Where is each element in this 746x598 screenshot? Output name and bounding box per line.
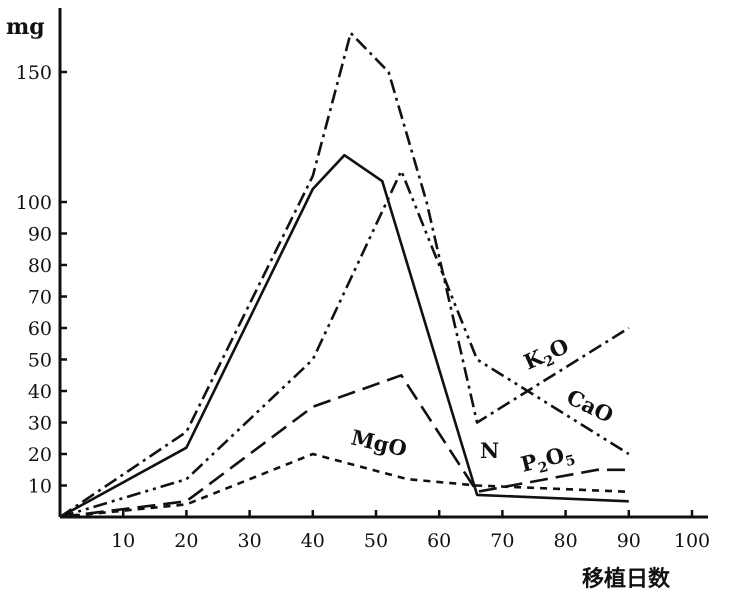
series-lines [59, 31, 630, 519]
series-line-p [59, 374, 629, 519]
x-tick-label: 60 [427, 530, 451, 552]
y-tick-label: 80 [28, 255, 52, 277]
axes [58, 8, 708, 519]
x-axis-title: 移植日数 [582, 566, 671, 592]
series-label-n: N [480, 438, 499, 463]
y-tick-label: 20 [28, 444, 52, 466]
series-label-p: P2O5 [518, 440, 577, 481]
series-line-k [59, 31, 630, 519]
x-tick-label: 10 [111, 530, 135, 552]
y-axis-unit-label: mg [6, 14, 45, 40]
y-tick-label: 30 [28, 413, 52, 435]
x-tick-label: 90 [617, 530, 641, 552]
y-tick-label: 100 [16, 192, 52, 214]
series-line-mgo [59, 452, 629, 519]
x-tick-label: 20 [174, 530, 198, 552]
x-tick-label: 80 [554, 530, 578, 552]
y-tick-label: 150 [16, 62, 52, 84]
axis-ticks: 10 20 30 40 50 60 70 80 90 100 10 20 30 40 50 60 70 80 90 1… [16, 62, 710, 552]
series-labels: K2O N CaO P2O5 MgO [349, 333, 618, 481]
y-tick-label: 60 [28, 318, 52, 340]
series-label-k: K2O [520, 333, 574, 378]
x-tick-label: 100 [674, 530, 710, 552]
y-tick-label: 40 [28, 381, 52, 403]
series-label-mgo: MgO [349, 425, 409, 462]
y-tick-label: 70 [28, 287, 52, 309]
y-tick-label: 10 [28, 476, 52, 498]
series-label-cao: CaO [563, 384, 618, 428]
x-tick-label: 70 [490, 530, 514, 552]
x-tick-label: 30 [238, 530, 262, 552]
x-tick-label: 50 [364, 530, 388, 552]
series-line-n [59, 153, 629, 519]
y-tick-label: 90 [28, 224, 52, 246]
y-tick-label: 50 [28, 350, 52, 372]
x-tick-label: 40 [301, 530, 325, 552]
series-line-cao [59, 169, 630, 519]
